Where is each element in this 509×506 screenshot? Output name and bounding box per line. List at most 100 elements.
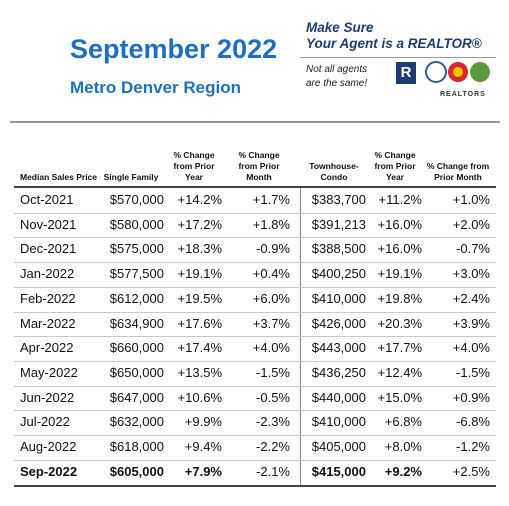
table-cell: Oct-2021 bbox=[20, 192, 74, 207]
table-cell: +17.4% bbox=[177, 340, 222, 356]
column-header: % Change from Prior Year bbox=[173, 150, 215, 182]
table-cell: $632,000 bbox=[109, 414, 164, 430]
table-cell: -2.1% bbox=[256, 463, 290, 479]
table-cell: +6.0% bbox=[252, 290, 290, 306]
table-cell: +18.3% bbox=[177, 241, 222, 257]
table-cell: +11.2% bbox=[378, 192, 423, 207]
row-rule bbox=[14, 410, 496, 412]
table-cell: +8.0% bbox=[384, 439, 422, 454]
logo-ring bbox=[470, 62, 490, 82]
table-cell: +19.5% bbox=[177, 290, 222, 306]
row-rule bbox=[14, 212, 496, 214]
table-cell: $570,000 bbox=[109, 192, 164, 207]
table-cell: +0.9% bbox=[452, 389, 490, 405]
table-cell: Sep-2022 bbox=[20, 463, 78, 479]
table-cell: $577,500 bbox=[109, 266, 164, 282]
table-cell: +19.8% bbox=[377, 290, 422, 306]
promo-note: are the same! bbox=[306, 78, 368, 89]
table-cell: +3.7% bbox=[252, 315, 290, 331]
table-bottom-rule bbox=[14, 485, 496, 487]
table-cell: +6.8% bbox=[384, 414, 422, 430]
table-cell: +4.0% bbox=[452, 340, 490, 356]
table-cell: $405,000 bbox=[311, 439, 366, 454]
table-cell: +1.0% bbox=[452, 192, 490, 207]
table-cell: +19.1% bbox=[377, 266, 422, 282]
column-header: % Change from Prior Year bbox=[374, 150, 416, 182]
table-cell: +1.8% bbox=[252, 216, 290, 232]
table-cell: Mar-2022 bbox=[20, 315, 76, 331]
table-cell: May-2022 bbox=[20, 364, 78, 380]
table-cell: +10.6% bbox=[177, 389, 222, 405]
table-cell: -0.7% bbox=[456, 241, 490, 257]
table-cell: $383,700 bbox=[311, 192, 366, 207]
title: September 2022 bbox=[70, 34, 278, 64]
logo-ring bbox=[425, 61, 447, 83]
table-cell: -1.2% bbox=[456, 439, 490, 454]
table-cell: Jun-2022 bbox=[20, 389, 75, 405]
table-cell: +3.9% bbox=[452, 315, 490, 331]
table-cell: -6.8% bbox=[456, 414, 490, 430]
table-cell: +13.5% bbox=[177, 364, 222, 380]
row-rule bbox=[14, 360, 496, 362]
table-cell: +9.2% bbox=[384, 463, 422, 479]
table-cell: $575,000 bbox=[109, 241, 164, 257]
table-cell: +14.2% bbox=[177, 192, 222, 207]
promo-line: Your Agent is a REALTOR® bbox=[306, 36, 482, 51]
table-cell: $660,000 bbox=[109, 340, 164, 356]
table-cell: $647,000 bbox=[109, 389, 164, 405]
table-cell: Dec-2021 bbox=[20, 241, 77, 257]
table-cell: +17.7% bbox=[377, 340, 422, 356]
table-cell: Apr-2022 bbox=[20, 340, 74, 356]
table-cell: -0.9% bbox=[256, 241, 290, 257]
row-rule bbox=[14, 311, 496, 313]
subtitle: Metro Denver Region bbox=[70, 78, 241, 97]
table-cell: $634,900 bbox=[109, 315, 164, 331]
promo-line: Make Sure bbox=[306, 20, 374, 35]
table-cell: $605,000 bbox=[109, 463, 164, 479]
table-cell: $391,213 bbox=[311, 216, 366, 232]
table-cell: $436,250 bbox=[311, 364, 366, 380]
column-header: Median Sales Price bbox=[20, 172, 98, 182]
table-cell: +17.6% bbox=[177, 315, 222, 331]
table-cell: $443,000 bbox=[311, 340, 366, 356]
table-cell: +9.4% bbox=[184, 439, 222, 454]
column-header: % Change from Prior Month bbox=[426, 161, 490, 182]
table-cell: +2.5% bbox=[452, 463, 490, 479]
table-cell: +15.0% bbox=[377, 389, 422, 405]
row-rule bbox=[14, 286, 496, 288]
table-cell: $612,000 bbox=[109, 290, 164, 306]
realtor-logo: R bbox=[396, 62, 416, 84]
table-cell: +12.4% bbox=[377, 364, 422, 380]
table-cell: +2.4% bbox=[452, 290, 490, 306]
table-cell: Jul-2022 bbox=[20, 414, 70, 430]
promo-note: Not all agents bbox=[306, 64, 368, 75]
table-top-rule bbox=[10, 121, 500, 123]
table-cell: +3.0% bbox=[452, 266, 490, 282]
table-cell: +16.0% bbox=[377, 241, 422, 257]
table-cell: +9.9% bbox=[184, 414, 222, 430]
colorado-logo bbox=[425, 61, 490, 83]
table-cell: +1.7% bbox=[252, 192, 290, 207]
table-cell: $440,000 bbox=[311, 389, 366, 405]
table-cell: $580,000 bbox=[109, 216, 164, 232]
table-cell: -1.5% bbox=[256, 364, 290, 380]
row-rule bbox=[14, 237, 496, 239]
table-cell: Jan-2022 bbox=[20, 266, 75, 282]
table-cell: +0.4% bbox=[252, 266, 290, 282]
table-cell: $410,000 bbox=[311, 414, 366, 430]
table-cell: +16.0% bbox=[377, 216, 422, 232]
column-header: Single Family bbox=[103, 172, 159, 182]
table-cell: $618,000 bbox=[109, 439, 164, 454]
table-cell: +19.1% bbox=[177, 266, 222, 282]
row-rule bbox=[14, 336, 496, 338]
header-rule bbox=[14, 186, 496, 188]
row-rule bbox=[14, 459, 496, 461]
table-cell: +2.0% bbox=[452, 216, 490, 232]
divider bbox=[300, 57, 496, 58]
logo-ring bbox=[453, 67, 463, 77]
row-rule bbox=[14, 435, 496, 436]
row-rule bbox=[14, 262, 496, 264]
table-cell: -0.5% bbox=[256, 389, 290, 405]
table-cell: Aug-2022 bbox=[20, 439, 77, 454]
table-cell: -2.3% bbox=[256, 414, 290, 430]
